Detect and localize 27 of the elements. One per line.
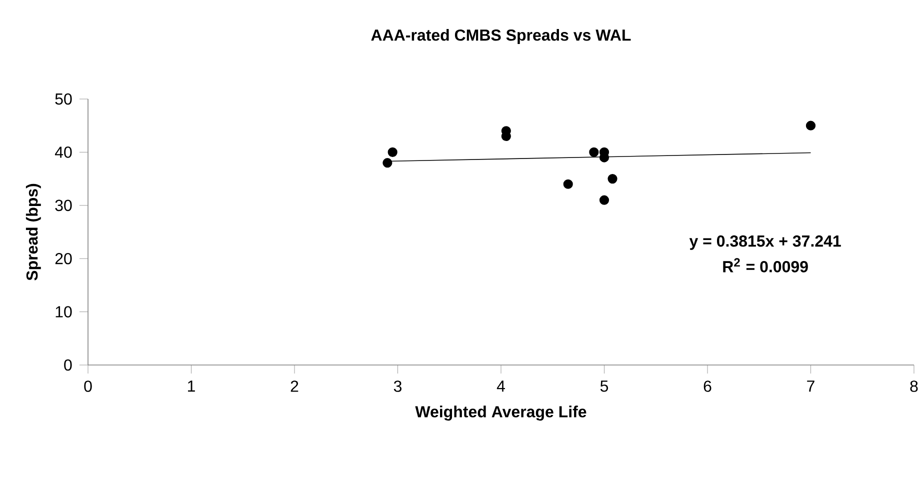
- x-tick-label: 8: [910, 380, 918, 392]
- x-tick-label: 4: [496, 380, 505, 392]
- point: [599, 195, 610, 205]
- x-tick-label: 7: [807, 380, 814, 392]
- y-axis-title: Spread (bps): [26, 184, 41, 280]
- x-tick-label: 6: [704, 380, 712, 392]
- annotation: y = 0.3815x + 37.241: [689, 235, 841, 250]
- chart-title: AAA-rated CMBS Spreads vs WAL: [371, 29, 631, 44]
- point: [382, 158, 392, 168]
- x-tick-label: 3: [394, 380, 402, 392]
- point: [608, 174, 618, 184]
- y-tick-label: 10: [56, 306, 72, 318]
- y-tick-label: 40: [54, 146, 72, 158]
- y-tick-label: 0: [64, 359, 72, 371]
- y-tick-label: 20: [55, 252, 72, 264]
- point: [589, 147, 599, 158]
- x-tick-label: 0: [84, 380, 92, 392]
- x-axis-title: Weighted Average Life: [415, 406, 586, 421]
- annotation: R$^{2}$ = 0.0099: [723, 258, 808, 272]
- y-tick-label: 50: [55, 93, 72, 105]
- point: [806, 120, 816, 130]
- y-tick-label: 30: [55, 200, 72, 212]
- point: [388, 147, 398, 158]
- x-tick-label: 5: [600, 380, 608, 392]
- x-tick-label: 2: [290, 380, 298, 392]
- point: [563, 179, 573, 189]
- x-tick-label: 1: [188, 380, 195, 392]
